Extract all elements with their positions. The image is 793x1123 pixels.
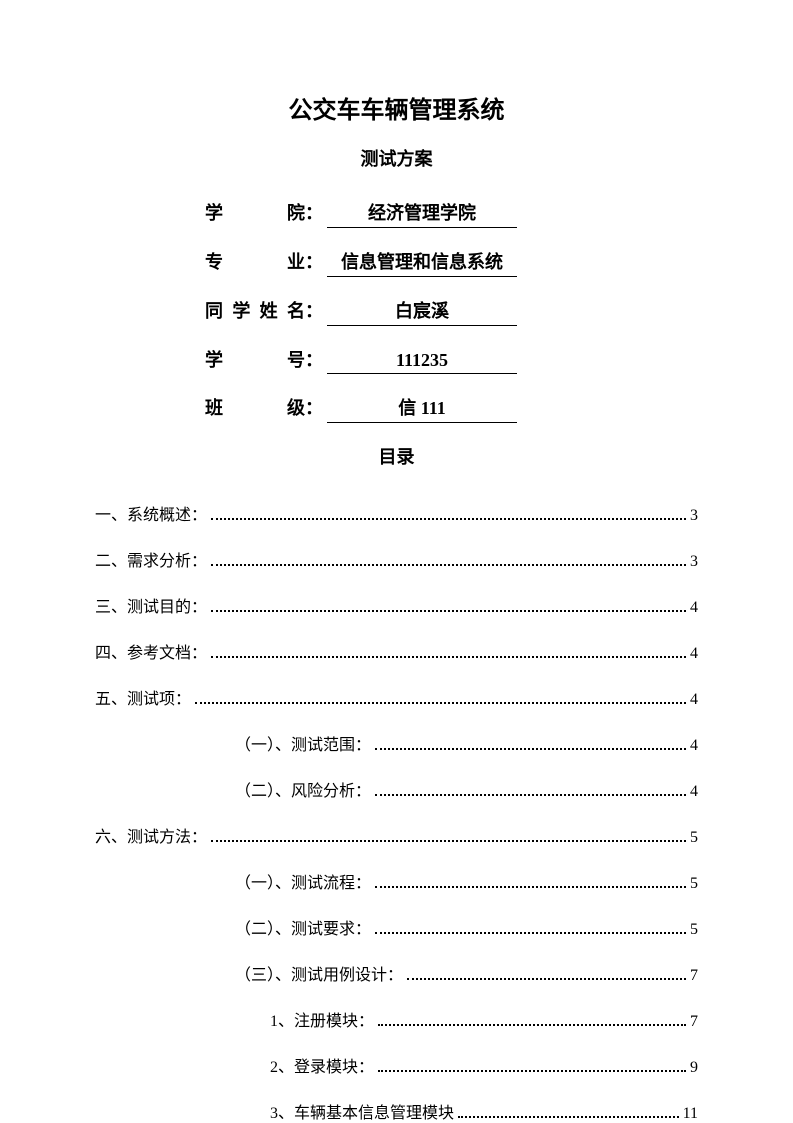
info-row-id: 学 号 ： 111235 — [205, 346, 698, 374]
toc-item-label: 五、测试项： — [95, 685, 191, 709]
toc-item-page: 3 — [690, 553, 698, 571]
toc-dots — [211, 656, 686, 658]
toc-item-label: 3、车辆基本信息管理模块 — [270, 1099, 454, 1123]
toc-dots — [211, 564, 686, 566]
info-colon: ： — [305, 248, 323, 274]
toc-dots — [375, 794, 686, 796]
toc-item-label: 1、注册模块： — [270, 1007, 374, 1031]
toc-item: （一）、测试范围： 4 — [95, 731, 698, 755]
toc-item-page: 4 — [690, 691, 698, 709]
document-title: 公交车车辆管理系统 — [95, 90, 698, 125]
toc-item: 六、测试方法： 5 — [95, 823, 698, 847]
toc-item-page: 5 — [690, 875, 698, 893]
toc-dots — [407, 978, 686, 980]
toc-item: 2、登录模块： 9 — [95, 1053, 698, 1077]
toc-item-page: 9 — [690, 1059, 698, 1077]
toc-item-label: （二）、测试要求： — [235, 915, 371, 939]
toc-item-label: 三、测试目的： — [95, 593, 207, 617]
toc-list: 一、系统概述：3二、需求分析：3三、测试目的：4四、参考文档：4五、测试项：4（… — [95, 501, 698, 1123]
info-value: 信息管理和信息系统 — [327, 248, 517, 277]
document-subtitle: 测试方案 — [95, 145, 698, 171]
info-label: 学 院 — [205, 199, 305, 225]
info-label: 学 号 — [205, 346, 305, 372]
toc-item-page: 7 — [690, 967, 698, 985]
toc-item-page: 4 — [690, 783, 698, 801]
toc-item-page: 4 — [690, 599, 698, 617]
info-value: 经济管理学院 — [327, 199, 517, 228]
toc-dots — [211, 840, 686, 842]
toc-title: 目录 — [95, 443, 698, 469]
toc-item-page: 3 — [690, 507, 698, 525]
toc-item-label: （三）、测试用例设计： — [235, 961, 403, 985]
info-label: 班 级 — [205, 394, 305, 420]
toc-dots — [378, 1024, 686, 1026]
toc-dots — [195, 702, 686, 704]
toc-item-label: 2、登录模块： — [270, 1053, 374, 1077]
info-colon: ： — [305, 394, 323, 420]
toc-item: 三、测试目的： 4 — [95, 593, 698, 617]
toc-item: 五、测试项： 4 — [95, 685, 698, 709]
toc-dots — [375, 748, 686, 750]
toc-item-label: （一）、测试流程： — [235, 869, 371, 893]
info-colon: ： — [305, 199, 323, 225]
info-value: 111235 — [327, 350, 517, 374]
toc-item: 1、注册模块： 7 — [95, 1007, 698, 1031]
toc-item-page: 11 — [683, 1105, 698, 1123]
toc-item-label: 二、需求分析： — [95, 547, 207, 571]
info-row-name: 同学姓名 ： 白宸溪 — [205, 297, 698, 326]
toc-item: （二）、风险分析： 4 — [95, 777, 698, 801]
info-value: 白宸溪 — [327, 297, 517, 326]
toc-item-page: 4 — [690, 737, 698, 755]
toc-item-label: （一）、测试范围： — [235, 731, 371, 755]
info-row-college: 学 院 ： 经济管理学院 — [205, 199, 698, 228]
toc-item: 二、需求分析： 3 — [95, 547, 698, 571]
info-row-major: 专 业 ： 信息管理和信息系统 — [205, 248, 698, 277]
toc-item: （三）、测试用例设计： 7 — [95, 961, 698, 985]
info-value: 信 111 — [327, 394, 517, 423]
info-label: 专 业 — [205, 248, 305, 274]
toc-item-label: 一、系统概述： — [95, 501, 207, 525]
toc-item: 3、车辆基本信息管理模块 11 — [95, 1099, 698, 1123]
toc-item-page: 7 — [690, 1013, 698, 1031]
toc-dots — [458, 1116, 679, 1118]
info-colon: ： — [305, 297, 323, 323]
toc-dots — [375, 886, 686, 888]
toc-item: 一、系统概述： 3 — [95, 501, 698, 525]
toc-dots — [211, 610, 686, 612]
info-section: 学 院 ： 经济管理学院 专 业 ： 信息管理和信息系统 同学姓名 ： 白宸溪 … — [205, 199, 698, 423]
info-colon: ： — [305, 346, 323, 372]
toc-item-page: 4 — [690, 645, 698, 663]
toc-item: （二）、测试要求： 5 — [95, 915, 698, 939]
toc-item: （一）、测试流程： 5 — [95, 869, 698, 893]
toc-item-label: （二）、风险分析： — [235, 777, 371, 801]
toc-dots — [211, 518, 686, 520]
toc-item-page: 5 — [690, 829, 698, 847]
info-row-class: 班 级 ： 信 111 — [205, 394, 698, 423]
toc-item: 四、参考文档： 4 — [95, 639, 698, 663]
toc-dots — [378, 1070, 686, 1072]
toc-item-label: 六、测试方法： — [95, 823, 207, 847]
info-label: 同学姓名 — [205, 297, 305, 323]
toc-item-page: 5 — [690, 921, 698, 939]
toc-dots — [375, 932, 686, 934]
toc-item-label: 四、参考文档： — [95, 639, 207, 663]
